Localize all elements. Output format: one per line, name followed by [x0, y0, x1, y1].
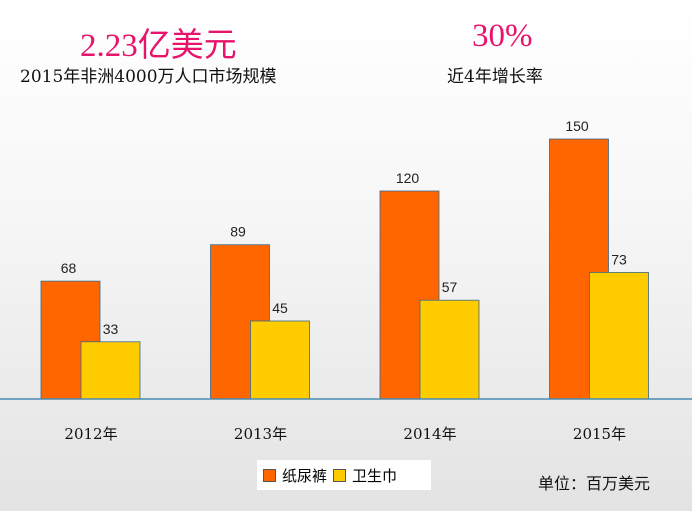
bar-pads — [250, 320, 310, 400]
bar-pads — [80, 341, 141, 400]
x-tick-label: 2013年 — [234, 425, 287, 443]
legend-label-pads: 卫生巾 — [352, 466, 398, 485]
x-tick-label: 2012年 — [64, 425, 117, 443]
data-label: 150 — [565, 118, 589, 134]
growth-label: 近4年增长率 — [447, 67, 543, 87]
data-label: 57 — [442, 279, 458, 295]
data-label: 45 — [272, 300, 288, 316]
legend-swatch-pads — [333, 468, 347, 482]
data-label: 89 — [230, 224, 246, 240]
unit-label: 单位：百万美元 — [538, 474, 651, 493]
legend: 纸尿裤 卫生巾 — [257, 460, 431, 490]
legend-label-diapers: 纸尿裤 — [282, 466, 328, 485]
data-label: 73 — [611, 251, 627, 267]
data-label: 33 — [103, 321, 119, 337]
market-value: 2.23亿美元 — [80, 28, 237, 64]
x-tick-label: 2014年 — [403, 425, 456, 443]
bar-pads — [589, 272, 649, 400]
bar-pads — [419, 299, 480, 400]
data-label: 68 — [61, 260, 77, 276]
x-tick-label: 2015年 — [573, 425, 626, 443]
market-label: 2015年非洲4000万人口市场规模 — [20, 67, 277, 87]
growth-value: 30% — [472, 18, 533, 54]
data-label: 120 — [396, 170, 420, 186]
legend-swatch-diapers — [263, 468, 276, 482]
